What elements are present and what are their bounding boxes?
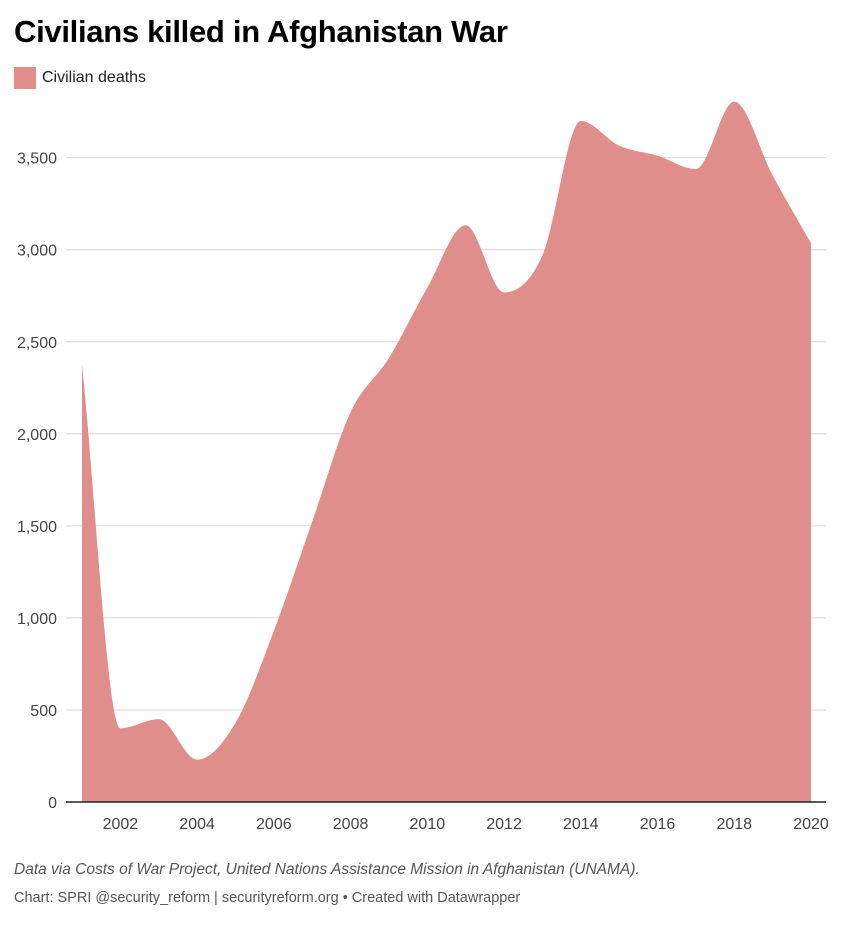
y-axis-labels: 0 500 1,000 1,500 2,000 2,500 3,000 3,500 (17, 151, 57, 812)
y-tick-label: 3,500 (17, 151, 57, 168)
y-tick-label: 2,000 (17, 427, 57, 444)
x-tick-label: 2020 (793, 816, 829, 833)
x-axis-labels: 2002 2004 2006 2008 2010 2012 2014 2016 2018 2020 (103, 816, 829, 833)
x-tick-label: 2002 (103, 816, 139, 833)
x-tick-label: 2018 (716, 816, 752, 833)
x-tick-label: 2014 (563, 816, 599, 833)
x-tick-label: 2004 (179, 816, 215, 833)
chart-credit: Chart: SPRI @security_reform | securityr… (14, 890, 521, 906)
x-tick-label: 2008 (333, 816, 369, 833)
y-tick-label: 1,500 (17, 519, 57, 536)
chart-title: Civilians killed in Afghanistan War (14, 14, 508, 49)
legend-label: Civilian deaths (42, 69, 147, 86)
y-tick-label: 0 (48, 795, 57, 812)
y-tick-label: 1,000 (17, 611, 57, 628)
data-source-note: Data via Costs of War Project, United Na… (14, 861, 640, 878)
y-tick-label: 500 (30, 703, 57, 720)
y-tick-label: 3,000 (17, 243, 57, 260)
legend-swatch (14, 67, 36, 89)
area-civilian-deaths (82, 101, 811, 802)
y-tick-label: 2,500 (17, 335, 57, 352)
x-tick-label: 2012 (486, 816, 522, 833)
x-tick-label: 2006 (256, 816, 292, 833)
x-tick-label: 2016 (640, 816, 676, 833)
legend: Civilian deaths (14, 67, 146, 89)
area-series (82, 101, 811, 802)
x-tick-label: 2010 (410, 816, 446, 833)
